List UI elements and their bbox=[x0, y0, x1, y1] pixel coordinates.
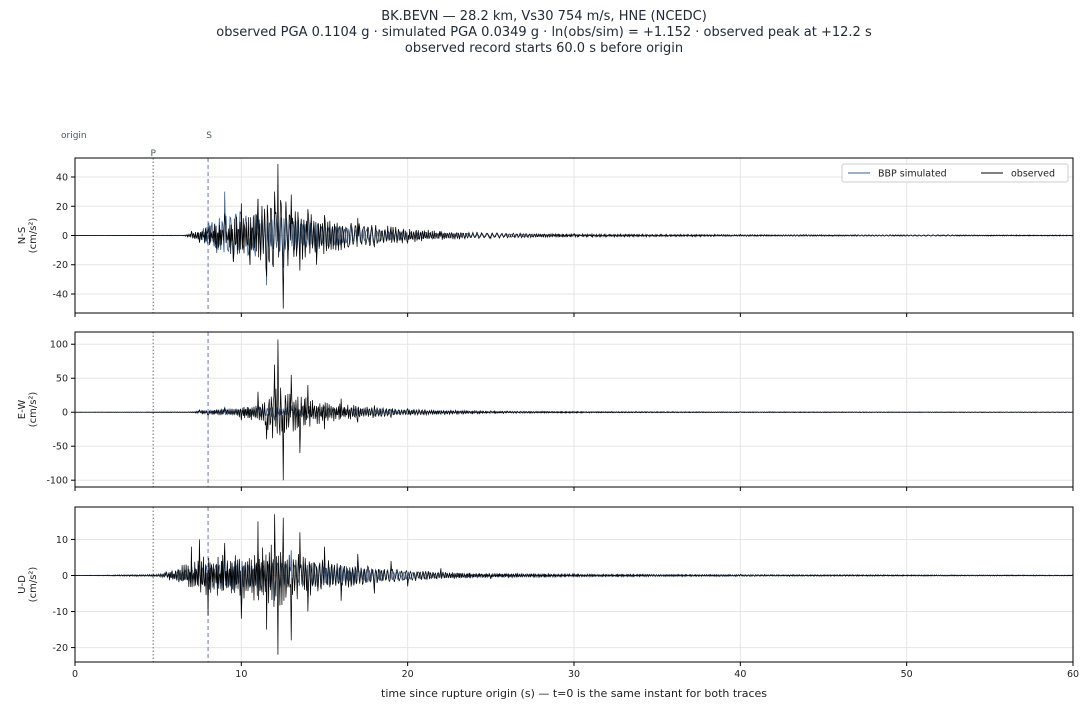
panel-n-s: -40 -20 0 20 40 N-S (cm/s²) BBP simulated observ… bbox=[17, 157, 1074, 317]
u-d-observed-trace bbox=[75, 514, 1073, 655]
x-tick-label: 50 bbox=[901, 669, 913, 680]
x-tick-label: 30 bbox=[568, 669, 580, 680]
x-tick-label: 0 bbox=[72, 669, 78, 680]
y-tick-label: 100 bbox=[50, 340, 68, 351]
n-s-observed-trace bbox=[75, 163, 1073, 309]
x-tick-label: 10 bbox=[235, 669, 247, 680]
chart-title-line-2: observed PGA 0.1104 g · simulated PGA 0.… bbox=[216, 25, 872, 40]
y-axis-unit: (cm/s²) bbox=[28, 567, 39, 603]
y-axis-unit: (cm/s²) bbox=[28, 392, 39, 428]
y-axis-label: E-W bbox=[17, 400, 28, 420]
x-tick-label: 60 bbox=[1067, 669, 1079, 680]
y-axis-label: N-S bbox=[17, 227, 28, 244]
y-tick-label: -10 bbox=[52, 607, 68, 618]
y-tick-label: 0 bbox=[62, 571, 68, 582]
y-tick-label: 10 bbox=[56, 535, 68, 546]
y-tick-label: -50 bbox=[52, 442, 68, 453]
panel-e-w: -100 -50 0 50 100 E-W (cm/s²) bbox=[17, 331, 1074, 491]
y-axis-label: U-D bbox=[17, 575, 28, 594]
x-axis-label: time since rupture origin (s) — t=0 is t… bbox=[381, 687, 767, 700]
y-tick-label: -20 bbox=[52, 260, 68, 271]
y-tick-label: 0 bbox=[62, 231, 68, 242]
e-w-observed-trace bbox=[75, 339, 1073, 481]
marker-label-p: P bbox=[150, 149, 156, 159]
y-tick-label: 40 bbox=[56, 173, 68, 184]
legend-observed-label: observed bbox=[1011, 169, 1055, 180]
panel-u-d: -20 -10 0 10 0 10 20 30 40 50 60 U-D (cm/s²) bbox=[17, 506, 1079, 680]
chart-title-line-3: observed record starts 60.0 s before ori… bbox=[405, 41, 683, 56]
y-tick-label: 50 bbox=[56, 374, 68, 385]
marker-label-origin: origin bbox=[61, 131, 87, 141]
x-tick-label: 40 bbox=[734, 669, 746, 680]
x-tick-label: 20 bbox=[402, 669, 414, 680]
y-axis-unit: (cm/s²) bbox=[28, 218, 39, 254]
legend-box bbox=[841, 163, 1069, 183]
marker-label-s: S bbox=[206, 131, 212, 141]
y-tick-label: 20 bbox=[56, 202, 68, 213]
chart-title-line-1: BK.BEVN — 28.2 km, Vs30 754 m/s, HNE (NC… bbox=[381, 9, 707, 24]
y-tick-label: -100 bbox=[46, 476, 68, 487]
y-tick-label: 0 bbox=[62, 408, 68, 419]
y-tick-label: -40 bbox=[52, 289, 68, 300]
legend-simulated-label: BBP simulated bbox=[878, 169, 947, 180]
y-tick-label: -20 bbox=[52, 643, 68, 654]
legend: BBP simulated observed bbox=[841, 163, 1069, 183]
